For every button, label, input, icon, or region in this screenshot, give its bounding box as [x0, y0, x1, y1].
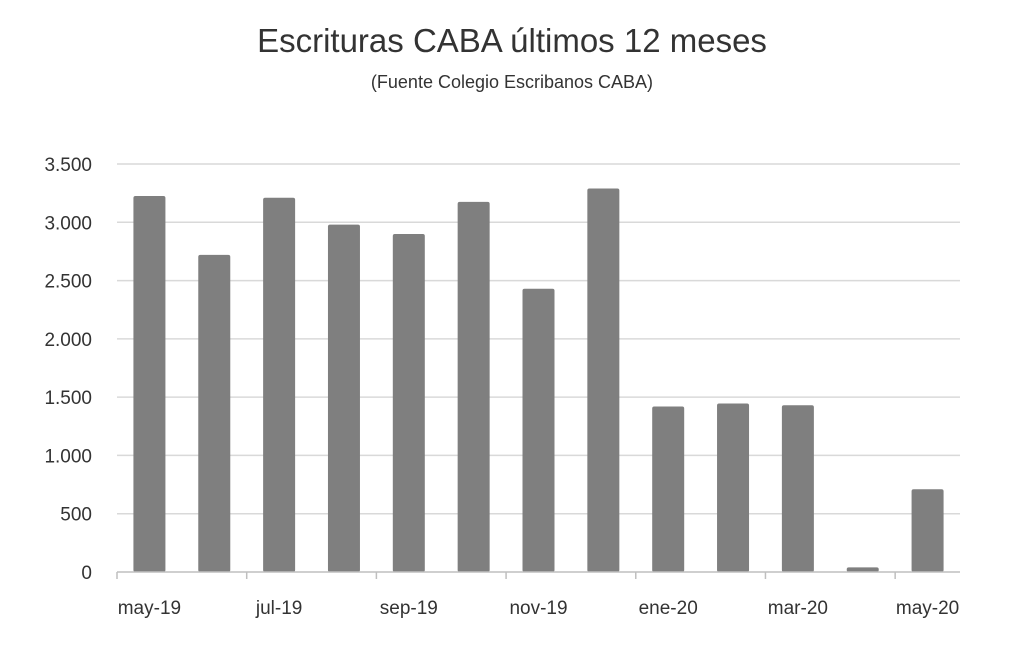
- bar: [198, 254, 231, 572]
- y-tick-label: 1.500: [44, 388, 92, 409]
- x-tick-label: sep-19: [380, 598, 438, 619]
- chart-title: Escrituras CABA últimos 12 meses: [257, 22, 767, 59]
- bar: [457, 201, 490, 572]
- bar: [911, 489, 944, 572]
- bar: [327, 224, 360, 573]
- x-tick-label: may-19: [118, 598, 181, 619]
- y-tick-label: 2.000: [44, 330, 92, 351]
- bar: [587, 188, 620, 573]
- bar: [263, 197, 296, 572]
- x-tick-label: nov-19: [509, 598, 567, 619]
- x-tick-label: jul-19: [255, 598, 302, 619]
- y-tick-label: 1.000: [44, 446, 92, 467]
- bar: [652, 406, 685, 572]
- chart-subtitle: (Fuente Colegio Escribanos CABA): [370, 72, 654, 92]
- bar: [846, 567, 879, 572]
- y-tick-label: 3.500: [44, 155, 92, 176]
- y-tick-label: 500: [60, 505, 92, 526]
- x-tick-label: ene-20: [639, 598, 698, 619]
- y-tick-label: 3.000: [44, 213, 92, 234]
- bar: [392, 233, 425, 572]
- bar: [522, 288, 555, 572]
- y-tick-label: 2.500: [44, 272, 92, 293]
- bar: [781, 405, 814, 572]
- y-tick-label: 0: [81, 563, 92, 584]
- bar: [717, 403, 750, 572]
- x-tick-label: mar-20: [768, 598, 828, 619]
- x-tick-label: may-20: [896, 598, 959, 619]
- bar: [133, 196, 166, 573]
